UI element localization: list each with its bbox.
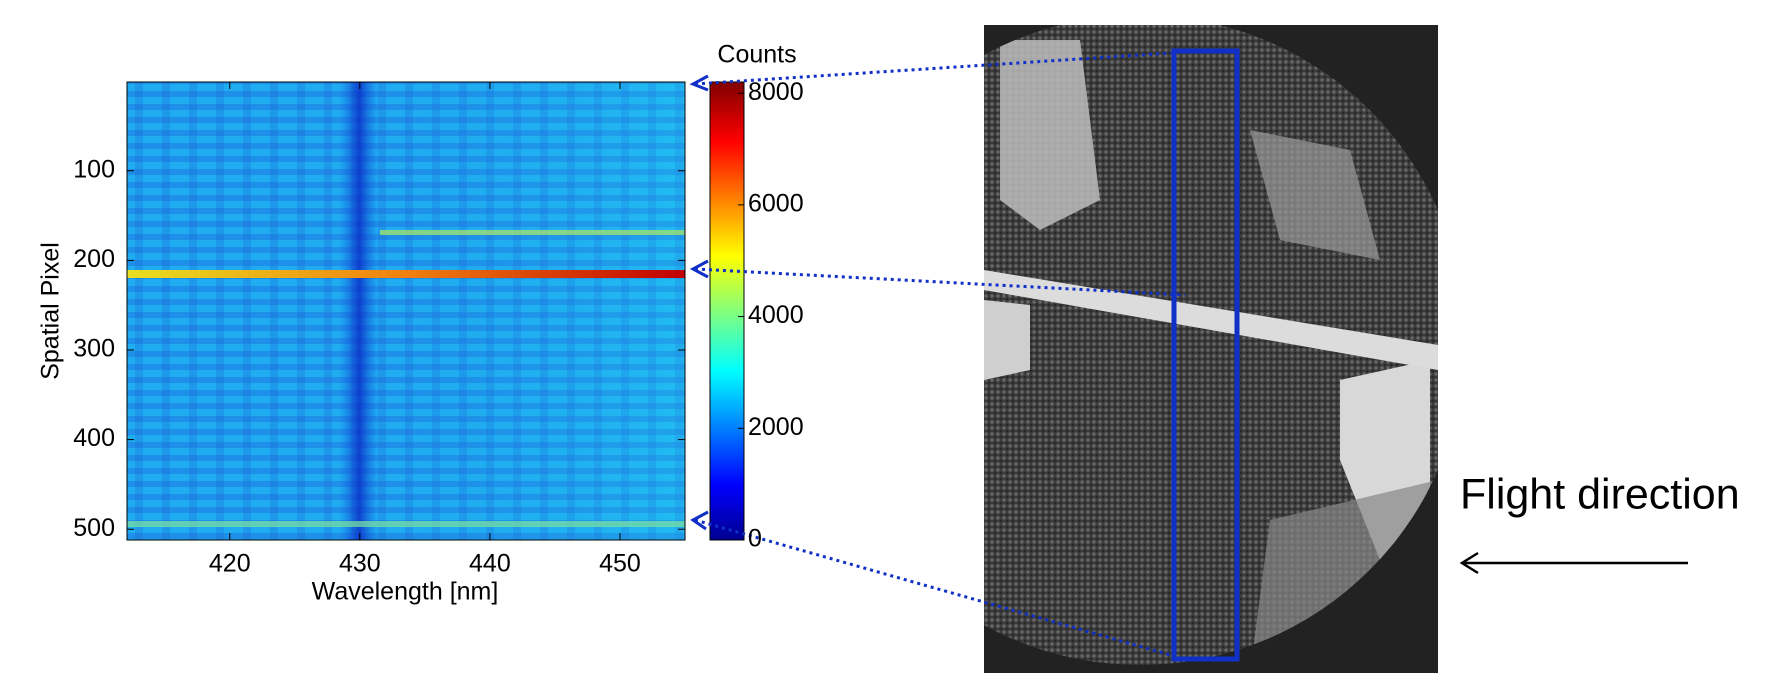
arrowheads (693, 76, 708, 529)
x-tick-label: 440 (469, 550, 511, 578)
y-tick-label: 300 (73, 335, 115, 363)
heatmap-image (127, 82, 685, 540)
x-axis-label: Wavelength [nm] (312, 578, 499, 606)
y-tick-label: 100 (73, 155, 115, 183)
colorbar-tick-label: 2000 (748, 413, 804, 441)
figure: Wavelength [nm] Spatial Pixel Counts Fli… (0, 0, 1782, 673)
y-tick-label: 500 (73, 514, 115, 542)
colorbar-tick-label: 6000 (748, 189, 804, 217)
y-axis-label: Spatial Pixel (37, 242, 65, 380)
aerial-photo (984, 25, 1438, 673)
y-tick-label: 200 (73, 245, 115, 273)
x-tick-label: 420 (209, 550, 251, 578)
y-tick-label: 400 (73, 424, 115, 452)
colorbar-tick-label: 4000 (748, 301, 804, 329)
colorbar-tick-label: 8000 (748, 78, 804, 106)
colorbar-tick-label: 0 (748, 525, 762, 553)
x-tick-label: 430 (339, 550, 381, 578)
annotation: Flight direction (1460, 470, 1740, 518)
colorbar-label: Counts (717, 41, 796, 69)
x-tick-label: 450 (599, 550, 641, 578)
colorbar (710, 82, 744, 540)
flight-arrow (1462, 553, 1688, 573)
